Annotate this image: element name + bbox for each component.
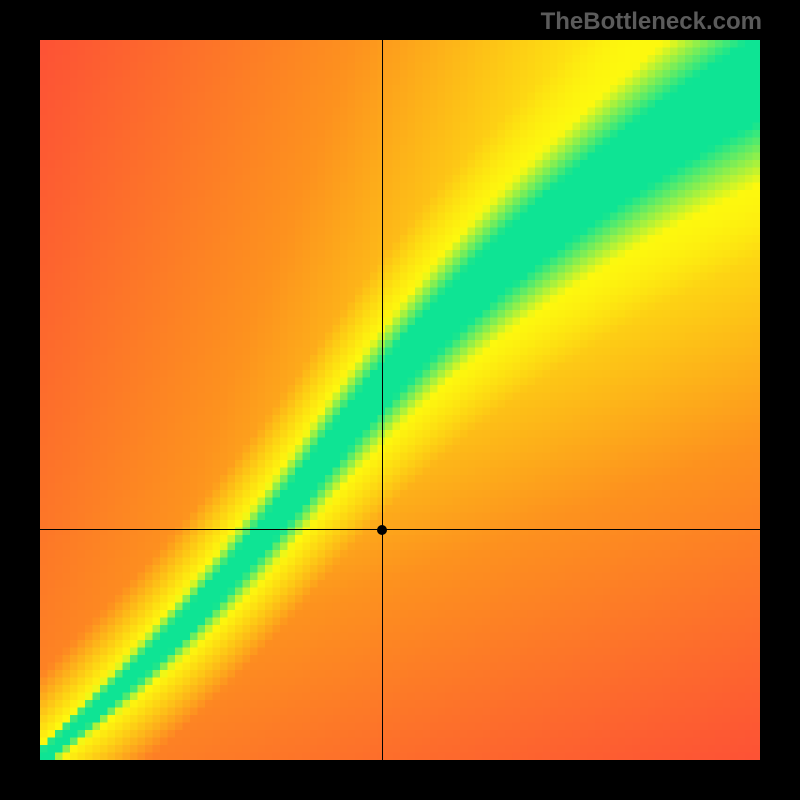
watermark-text: TheBottleneck.com — [541, 8, 762, 36]
marker-dot — [377, 525, 387, 535]
chart-container: TheBottleneck.com — [0, 0, 800, 800]
heatmap-canvas — [40, 40, 760, 760]
crosshair-vertical — [382, 40, 383, 760]
crosshair-horizontal — [40, 529, 760, 530]
